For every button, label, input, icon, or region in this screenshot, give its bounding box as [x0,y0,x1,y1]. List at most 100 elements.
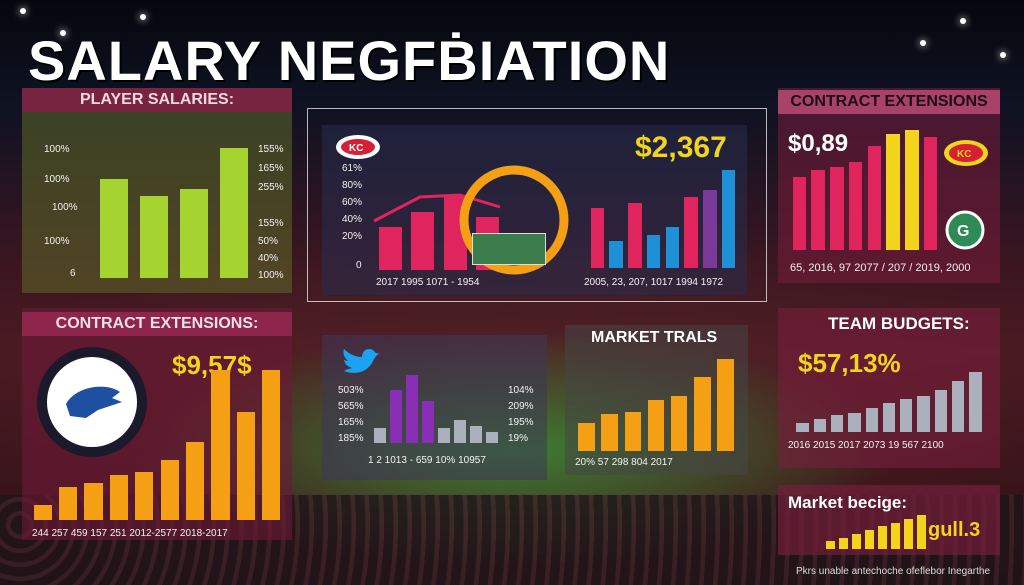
axis-label: 6 [70,268,76,279]
chart-bar [33,505,52,520]
axis-label: 165% [258,163,284,174]
svg-text:G: G [957,223,969,240]
center-top-panel: KC $2,367 61% 80% 60% 40% 20% 0 2017 199… [322,125,747,295]
chart-bar [703,189,717,268]
axis-label: 209% [508,401,534,412]
chart-bar [646,235,661,268]
chiefs-logo-icon: KC [944,140,988,166]
salaries-bar-chart [94,148,254,278]
chart-bar [813,418,827,432]
chart-bar [882,403,896,432]
x-axis-labels: 244 257 459 157 251 2012-2577 2018-2017 [32,528,228,539]
stadium-light [20,8,26,14]
stadium-light [920,40,926,46]
panel-header: Market becige: [788,493,908,512]
stadium-light [960,18,966,24]
stadium-lights [0,0,1024,80]
x-axis-labels: 2016 2015 2017 2073 19 567 2100 [788,440,944,451]
axis-label: 60% [342,197,363,208]
svg-text:KC: KC [957,149,971,160]
chart-bar [900,399,913,432]
axis-label: 104% [508,385,534,396]
axis-label: 185% [338,433,364,444]
contract-extensions-top-panel: CONTRACT EXTENSIONS $0,89 KC G 65, 2016,… [778,88,1000,283]
chart-bar [601,414,619,451]
chart-bar [890,522,901,549]
stadium-light [1000,52,1006,58]
chart-bar [378,226,402,270]
chart-bar [454,420,466,443]
axis-label: 19% [508,433,529,444]
chart-bar [864,530,875,549]
panel-header: CONTRACT EXTENSIONS [778,90,1000,114]
page-title: SALARY NEGFḂIATION [28,29,671,92]
chart-bar [717,359,734,451]
chart-bar [916,515,927,549]
chart-bar [135,472,154,520]
trend-line-icon [373,193,501,223]
team-budgets-bar-chart [794,372,984,432]
chart-bar [934,390,948,432]
center-bottom-bar-chart [372,375,500,443]
team-budgets-panel: TEAM BUDGETS: $57,13% 2016 2015 2017 207… [778,308,1000,468]
chart-bar [917,396,930,432]
axis-label: 100% [44,236,70,247]
chart-bar [905,130,919,250]
chart-bar [923,137,938,250]
chart-bar [236,412,256,520]
chart-bar [219,148,249,278]
chart-bar [58,487,78,520]
chart-bar [903,518,914,549]
panel-header: TEAM BUDGETS: [828,314,970,333]
chart-bar [139,195,169,278]
svg-text:KC: KC [349,143,363,154]
market-trails-bar-chart [575,359,737,451]
market-bridge-value: gull.3 [928,519,981,541]
contract-left-bar-chart [30,370,284,520]
axis-label: 40% [342,214,363,225]
axis-label: 165% [338,417,364,428]
highlight-ring-icon [459,165,569,275]
panel-header: MARKET TRALS [591,329,718,346]
chart-bar [693,377,711,451]
chart-bar [374,427,386,443]
axis-label: 80% [342,180,363,191]
chart-bar [792,176,807,250]
chart-bar [684,197,698,268]
chart-bar [590,208,605,268]
center-big-value: $2,367 [635,131,727,164]
chart-bar [390,390,402,443]
axis-label: 50% [258,236,279,247]
axis-label: 40% [258,253,279,264]
stadium-light [140,14,146,20]
chart-bar [877,526,888,549]
center-bottom-panel: 503% 565% 165% 185% 104% 209% 195% 19% 1… [322,335,547,480]
x-axis-labels: 65, 2016, 97 2077 / 207 / 2019, 2000 [790,262,971,274]
axis-label: 155% [258,218,284,229]
center-frame [307,108,767,302]
chart-bar [486,431,498,443]
chart-bar [647,400,665,451]
x-axis-labels: 2005, 23, 207, 1017 1994 1972 [584,277,724,288]
chart-bar [865,408,878,432]
axis-label: 503% [338,385,364,396]
chart-bar [211,370,230,520]
axis-label: 100% [258,270,284,281]
chart-bar [951,381,965,432]
axis-label: 0 [356,260,362,271]
x-axis-labels: 1 2 1013 - 659 10% 10957 [368,455,486,466]
center-right-bar-chart [588,170,738,268]
axis-label: 255% [258,182,284,193]
chart-bar [109,475,129,520]
chart-bar [830,166,844,250]
chart-bar [721,170,736,268]
field-thumbnail [472,233,546,265]
chart-bar [838,537,849,549]
chart-bar [411,212,435,270]
chart-bar [470,426,482,443]
chart-bar [179,189,209,278]
chart-bar [262,370,281,520]
chart-bar [609,240,623,268]
panel-header: PLAYER SALARIES: [22,88,292,112]
chart-bar [422,401,434,443]
